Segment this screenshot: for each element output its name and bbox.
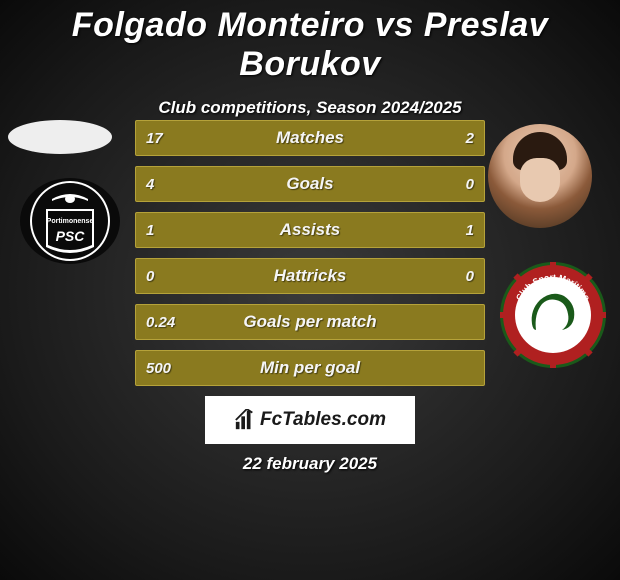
stat-row: 17 Matches 2 xyxy=(135,120,485,156)
club-left-badge: Portimonense PSC xyxy=(20,178,120,264)
stat-right-value: 0 xyxy=(466,176,474,193)
stat-label: Matches xyxy=(136,128,484,148)
stat-row: 500 Min per goal xyxy=(135,350,485,386)
maritimo-icon: Club Sport Marítimo Madeira xyxy=(498,260,608,370)
stat-left-value: 0 xyxy=(146,268,154,285)
club-right-badge: Club Sport Marítimo Madeira xyxy=(498,260,608,370)
brand-label: FcTables.com xyxy=(260,409,386,431)
stat-right-value: 1 xyxy=(466,222,474,239)
subtitle: Club competitions, Season 2024/2025 xyxy=(0,98,620,118)
fctables-logo-icon xyxy=(234,409,256,431)
stat-row: 4 Goals 0 xyxy=(135,166,485,202)
stat-right-value: 0 xyxy=(466,268,474,285)
stat-left-value: 4 xyxy=(146,176,154,193)
player-right-avatar xyxy=(488,124,592,228)
svg-text:PSC: PSC xyxy=(56,228,86,244)
brand-badge: FcTables.com xyxy=(205,396,415,444)
page-title: Folgado Monteiro vs Preslav Borukov xyxy=(0,0,620,84)
stat-left-value: 1 xyxy=(146,222,154,239)
player-left-avatar xyxy=(8,120,112,154)
stat-left-value: 500 xyxy=(146,360,171,377)
stat-label: Goals per match xyxy=(136,312,484,332)
stat-row: 1 Assists 1 xyxy=(135,212,485,248)
stat-label: Hattricks xyxy=(136,266,484,286)
stats-table: 17 Matches 2 4 Goals 0 1 Assists 1 0 Hat… xyxy=(135,120,485,396)
stat-label: Min per goal xyxy=(136,358,484,378)
stat-right-value: 2 xyxy=(466,130,474,147)
stat-row: 0 Hattricks 0 xyxy=(135,258,485,294)
stat-left-value: 17 xyxy=(146,130,163,147)
stat-row: 0.24 Goals per match xyxy=(135,304,485,340)
stat-left-value: 0.24 xyxy=(146,314,175,331)
portimonense-icon: Portimonense PSC xyxy=(28,179,112,263)
svg-text:Portimonense: Portimonense xyxy=(47,218,94,225)
date-label: 22 february 2025 xyxy=(0,454,620,474)
stat-label: Goals xyxy=(136,174,484,194)
stat-label: Assists xyxy=(136,220,484,240)
